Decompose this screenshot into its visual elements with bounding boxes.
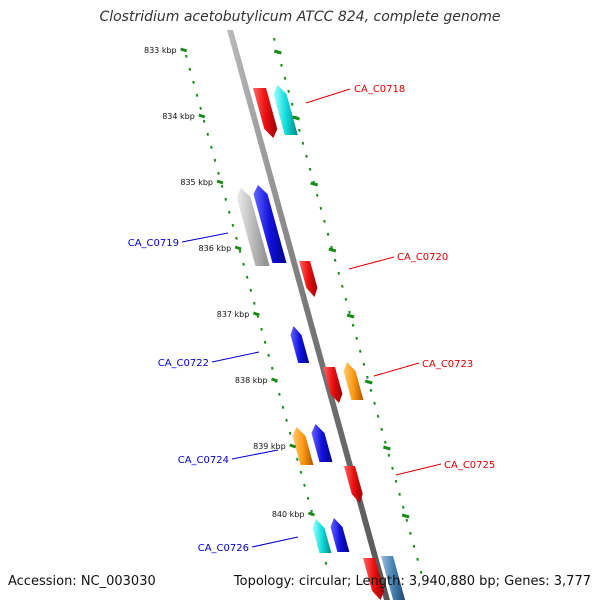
scale-tick-mark [198, 113, 206, 119]
gene-label-text: CA_C0718 [354, 84, 405, 95]
gene-label-ca-c0725: CA_C0725 [395, 460, 495, 476]
gene-label-ca-c0726: CA_C0726 [198, 536, 299, 554]
scale-tick-mark [364, 379, 373, 385]
scale-tick-mark [252, 311, 260, 317]
gene-arrow-orange [343, 362, 364, 400]
gene-arrow-blue [290, 326, 310, 363]
gene-arrow-cyan [273, 85, 298, 135]
scale-tick-label: 836 kbp [199, 244, 232, 253]
gene-arrow-red [253, 88, 278, 138]
gene-label-ca-c0720: CA_C0720 [348, 252, 448, 270]
gene-arrow-gray [236, 188, 270, 266]
label-connector [181, 232, 229, 243]
scale-tick-mark [382, 445, 391, 451]
gene-label-text: CA_C0719 [128, 238, 179, 249]
scale-tick-mark [292, 115, 300, 121]
genome-summary-text: Topology: circular; Length: 3,940,880 bp… [233, 574, 591, 589]
gene-arrow-red [363, 558, 385, 600]
scale-tick-mark [273, 49, 282, 55]
gene-arrow-orange [292, 427, 314, 465]
accession-text: Accession: NC_003030 [8, 574, 156, 589]
right-dotted-ruler [273, 37, 423, 574]
label-connector [211, 351, 260, 363]
label-connector [395, 463, 442, 476]
scale-tick-mark [310, 181, 319, 187]
scale-tick-label: 838 kbp [235, 376, 268, 385]
scale-ticks: 833 kbp 834 kbp 835 kbp 836 kbp 837 kbp 838 k… [144, 46, 410, 519]
scale-tick-mark [346, 313, 355, 319]
label-connector [251, 536, 299, 548]
gene-label-ca-c0718: CA_C0718 [305, 84, 405, 104]
label-connector [373, 362, 420, 377]
scale-tick-mark [401, 513, 410, 519]
gene-label-ca-c0722: CA_C0722 [158, 351, 260, 369]
gene-label-text: CA_C0722 [158, 358, 209, 369]
gene-arrow-red [299, 261, 318, 297]
gene-arrow-blue [330, 518, 350, 552]
scale-tick-label: 839 kbp [253, 442, 286, 451]
scale-tick-label: 835 kbp [180, 178, 213, 187]
scale-tick-mark [307, 511, 315, 517]
gene-arrow-cyan [312, 519, 332, 553]
scale-tick-label: 837 kbp [217, 310, 250, 319]
gene-arrow-blue [311, 424, 333, 462]
label-connector [231, 449, 279, 460]
gene-arrow-red [344, 466, 363, 503]
gene-arrow-steelblue [381, 556, 406, 600]
map-title: Clostridium acetobutylicum ATCC 824, com… [99, 9, 501, 25]
scale-tick-mark [216, 179, 224, 185]
gene-label-text: CA_C0724 [178, 455, 229, 466]
label-connector [348, 256, 395, 270]
scale-tick-mark [271, 377, 279, 383]
scale-tick-label: 834 kbp [162, 112, 195, 121]
scale-tick-mark [289, 443, 297, 449]
gene-label-text: CA_C0720 [397, 252, 448, 263]
gene-label-ca-c0723: CA_C0723 [373, 359, 473, 377]
gene-labels: CA_C0718 CA_C0719 CA_C0720 CA_C0722 CA_C0723… [128, 84, 496, 554]
scale-tick-mark [234, 245, 242, 251]
scale-tick-mark [328, 247, 337, 253]
gene-arrow-blue [253, 185, 287, 263]
gene-label-text: CA_C0723 [422, 359, 473, 370]
gene-label-ca-c0724: CA_C0724 [178, 449, 279, 466]
scale-tick-label: 833 kbp [144, 46, 177, 55]
gene-label-ca-c0719: CA_C0719 [128, 232, 229, 249]
dna-backbone [227, 30, 390, 600]
label-connector [305, 88, 351, 104]
scale-tick-mark [180, 47, 188, 53]
gene-features [236, 85, 406, 600]
gene-label-text: CA_C0725 [444, 460, 495, 471]
gene-label-text: CA_C0726 [198, 543, 249, 554]
gene-arrow-red [323, 367, 343, 403]
scale-tick-label: 840 kbp [272, 510, 305, 519]
